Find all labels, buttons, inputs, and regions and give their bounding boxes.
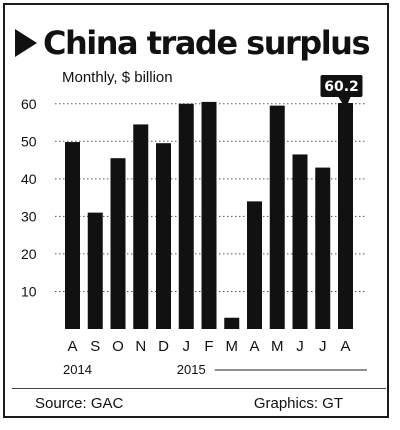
y-tick-label: 20 bbox=[21, 246, 37, 262]
bar bbox=[269, 105, 285, 330]
x-tick-label: O bbox=[112, 338, 124, 355]
bar bbox=[156, 143, 171, 329]
bar bbox=[315, 167, 331, 329]
x-tick-label: S bbox=[90, 338, 100, 355]
year-label: 2015 bbox=[177, 362, 206, 377]
x-tick-label: F bbox=[204, 338, 213, 355]
callout-box bbox=[320, 75, 363, 97]
callout-label: 60.2 bbox=[324, 79, 359, 95]
bar bbox=[178, 103, 194, 330]
bar bbox=[292, 154, 308, 329]
chart-title: China trade surplus bbox=[43, 24, 370, 62]
callout-pointer bbox=[338, 97, 351, 109]
y-tick-label: 10 bbox=[21, 283, 37, 299]
bar bbox=[247, 201, 262, 329]
y-tick-label: 30 bbox=[21, 208, 37, 224]
year-label: 2014 bbox=[63, 362, 92, 377]
title-row: China trade surplus bbox=[15, 23, 370, 63]
footer-divider bbox=[12, 388, 386, 389]
x-tick-label: J bbox=[183, 338, 191, 355]
title-arrow-icon bbox=[15, 29, 37, 57]
x-tick-label: M bbox=[271, 338, 284, 355]
x-tick-label: N bbox=[135, 338, 146, 355]
x-tick-label: J bbox=[319, 338, 327, 355]
y-tick-label: 40 bbox=[21, 171, 37, 187]
bar bbox=[338, 103, 353, 329]
bar bbox=[224, 317, 240, 329]
x-tick-label: J bbox=[296, 338, 304, 355]
bar bbox=[133, 124, 149, 330]
chart-subtitle: Monthly, $ billion bbox=[62, 69, 173, 86]
graphics-credit: Graphics: GT bbox=[253, 395, 343, 412]
bar bbox=[65, 142, 80, 329]
bar bbox=[110, 158, 126, 329]
x-tick-label: A bbox=[67, 338, 77, 355]
x-tick-label: D bbox=[158, 338, 169, 355]
x-tick-label: M bbox=[226, 338, 239, 355]
source-note: Source: GAC bbox=[35, 395, 124, 412]
chart-frame: China trade surplus Monthly, $ billion 1… bbox=[3, 3, 389, 418]
x-tick-label: A bbox=[340, 338, 350, 355]
y-tick-label: 60 bbox=[21, 96, 37, 112]
y-tick-label: 50 bbox=[21, 133, 37, 149]
x-tick-label: A bbox=[249, 338, 259, 355]
bar bbox=[201, 101, 217, 330]
bar bbox=[87, 212, 103, 329]
